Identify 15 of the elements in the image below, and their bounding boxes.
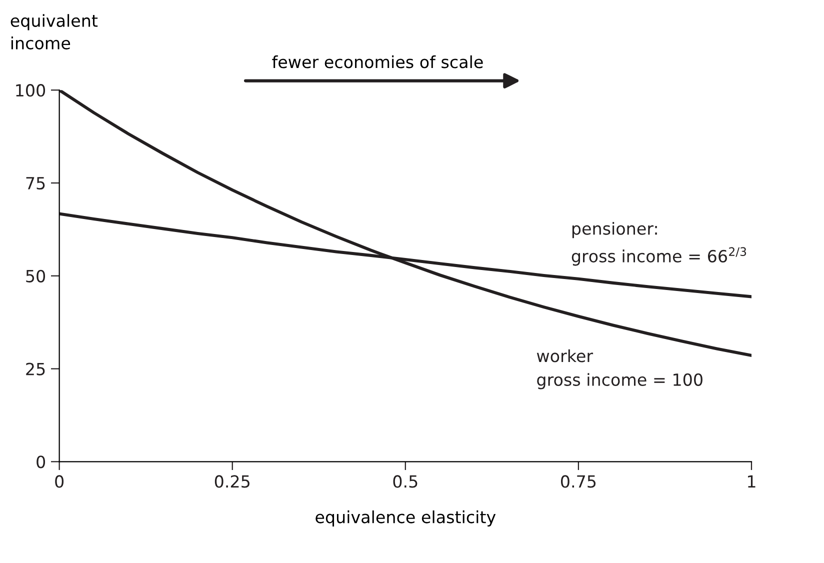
y-axis-title: equivalent income bbox=[10, 14, 98, 50]
x-tick-label: 0 bbox=[55, 475, 64, 488]
y-tick-label: 25 bbox=[26, 362, 45, 376]
x-tick-label: 0.25 bbox=[214, 475, 250, 488]
series-label: pensioner: gross income = 66$^{2/3}$ bbox=[572, 222, 746, 266]
text: fewer economies of scale bbox=[272, 55, 483, 68]
x-tick-label: 0.5 bbox=[393, 475, 418, 488]
x-tick-label: 0.75 bbox=[560, 475, 596, 488]
y-tick-label: 100 bbox=[16, 84, 46, 97]
y-tick-label: 50 bbox=[26, 270, 46, 282]
x-tick-label: 1 bbox=[748, 475, 756, 488]
y-tick-label: 75 bbox=[26, 177, 45, 190]
y-tick-label: 0 bbox=[36, 456, 46, 468]
series-label: worker gross income = 100 bbox=[536, 349, 702, 390]
x-axis-title: equivalence elasticity bbox=[316, 510, 496, 527]
